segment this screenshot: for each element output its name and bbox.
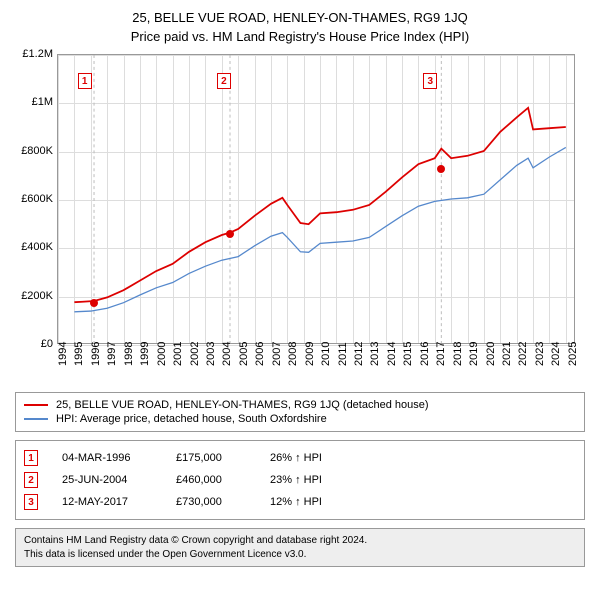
chart-legend: 25, BELLE VUE ROAD, HENLEY-ON-THAMES, RG… (15, 392, 585, 432)
x-axis-label: 2000 (156, 342, 168, 366)
chart-subtitle: Price paid vs. HM Land Registry's House … (15, 29, 585, 44)
transaction-date: 04-MAR-1996 (62, 452, 152, 464)
x-axis-label: 2012 (353, 342, 365, 366)
price-chart: £0£200K£400K£600K£800K£1M£1.2M 123 19941… (15, 54, 585, 384)
transactions-table: 1 04-MAR-1996 £175,000 26% ↑ HPI 2 25-JUN-200… (15, 440, 585, 520)
footer-line: This data is licensed under the Open Gov… (24, 548, 576, 562)
transaction-price: £460,000 (176, 474, 246, 486)
transaction-row: 3 12-MAY-2017 £730,000 12% ↑ HPI (24, 491, 576, 513)
x-axis-label: 2009 (304, 342, 316, 366)
attribution-footer: Contains HM Land Registry data © Crown c… (15, 528, 585, 567)
legend-label: HPI: Average price, detached house, Sout… (56, 413, 327, 425)
x-axis-label: 2005 (238, 342, 250, 366)
x-axis-label: 2010 (320, 342, 332, 366)
x-axis-label: 2003 (205, 342, 217, 366)
x-axis-label: 2025 (567, 342, 579, 366)
transaction-row: 1 04-MAR-1996 £175,000 26% ↑ HPI (24, 447, 576, 469)
y-axis-label: £600K (21, 193, 53, 205)
x-axis-label: 1996 (90, 342, 102, 366)
x-axis-label: 2007 (271, 342, 283, 366)
x-axis-label: 2024 (550, 342, 562, 366)
x-axis-label: 2014 (386, 342, 398, 366)
x-axis-label: 1995 (73, 342, 85, 366)
price-marker-dot (90, 299, 98, 307)
legend-item: HPI: Average price, detached house, Sout… (24, 412, 576, 426)
chart-title: 25, BELLE VUE ROAD, HENLEY-ON-THAMES, RG… (15, 10, 585, 25)
x-axis-label: 1994 (57, 342, 69, 366)
x-axis-label: 2020 (485, 342, 497, 366)
x-axis-label: 2002 (189, 342, 201, 366)
transaction-diff: 26% ↑ HPI (270, 452, 350, 464)
y-axis-label: £800K (21, 145, 53, 157)
x-axis-label: 2004 (221, 342, 233, 366)
transaction-marker: 1 (24, 450, 38, 466)
footer-line: Contains HM Land Registry data © Crown c… (24, 534, 576, 548)
transaction-marker: 2 (24, 472, 38, 488)
price-marker-dot (437, 165, 445, 173)
x-axis-label: 2019 (468, 342, 480, 366)
x-axis-label: 2013 (369, 342, 381, 366)
transaction-marker: 3 (24, 494, 38, 510)
legend-item: 25, BELLE VUE ROAD, HENLEY-ON-THAMES, RG… (24, 398, 576, 412)
x-axis-label: 2021 (501, 342, 513, 366)
transaction-date: 12-MAY-2017 (62, 496, 152, 508)
transaction-row: 2 25-JUN-2004 £460,000 23% ↑ HPI (24, 469, 576, 491)
transaction-price: £175,000 (176, 452, 246, 464)
x-axis-label: 2011 (337, 342, 349, 366)
y-axis-label: £0 (41, 338, 53, 350)
y-axis-label: £1M (32, 96, 53, 108)
price-marker-label: 1 (78, 73, 92, 89)
y-axis-label: £200K (21, 290, 53, 302)
x-axis-label: 2017 (435, 342, 447, 366)
price-marker-label: 3 (423, 73, 437, 89)
legend-label: 25, BELLE VUE ROAD, HENLEY-ON-THAMES, RG… (56, 399, 429, 411)
price-marker-dot (226, 230, 234, 238)
x-axis-label: 2023 (534, 342, 546, 366)
y-axis-label: £1.2M (22, 48, 53, 60)
transaction-diff: 12% ↑ HPI (270, 496, 350, 508)
x-axis-label: 2001 (172, 342, 184, 366)
x-axis-label: 2016 (419, 342, 431, 366)
x-axis-label: 2006 (254, 342, 266, 366)
x-axis-label: 1999 (139, 342, 151, 366)
transaction-diff: 23% ↑ HPI (270, 474, 350, 486)
transaction-price: £730,000 (176, 496, 246, 508)
x-axis-label: 2022 (517, 342, 529, 366)
x-axis-label: 2015 (402, 342, 414, 366)
price-marker-label: 2 (217, 73, 231, 89)
x-axis-label: 1997 (106, 342, 118, 366)
x-axis-label: 2018 (452, 342, 464, 366)
x-axis-label: 2008 (287, 342, 299, 366)
x-axis-label: 1998 (123, 342, 135, 366)
transaction-date: 25-JUN-2004 (62, 474, 152, 486)
y-axis-label: £400K (21, 241, 53, 253)
